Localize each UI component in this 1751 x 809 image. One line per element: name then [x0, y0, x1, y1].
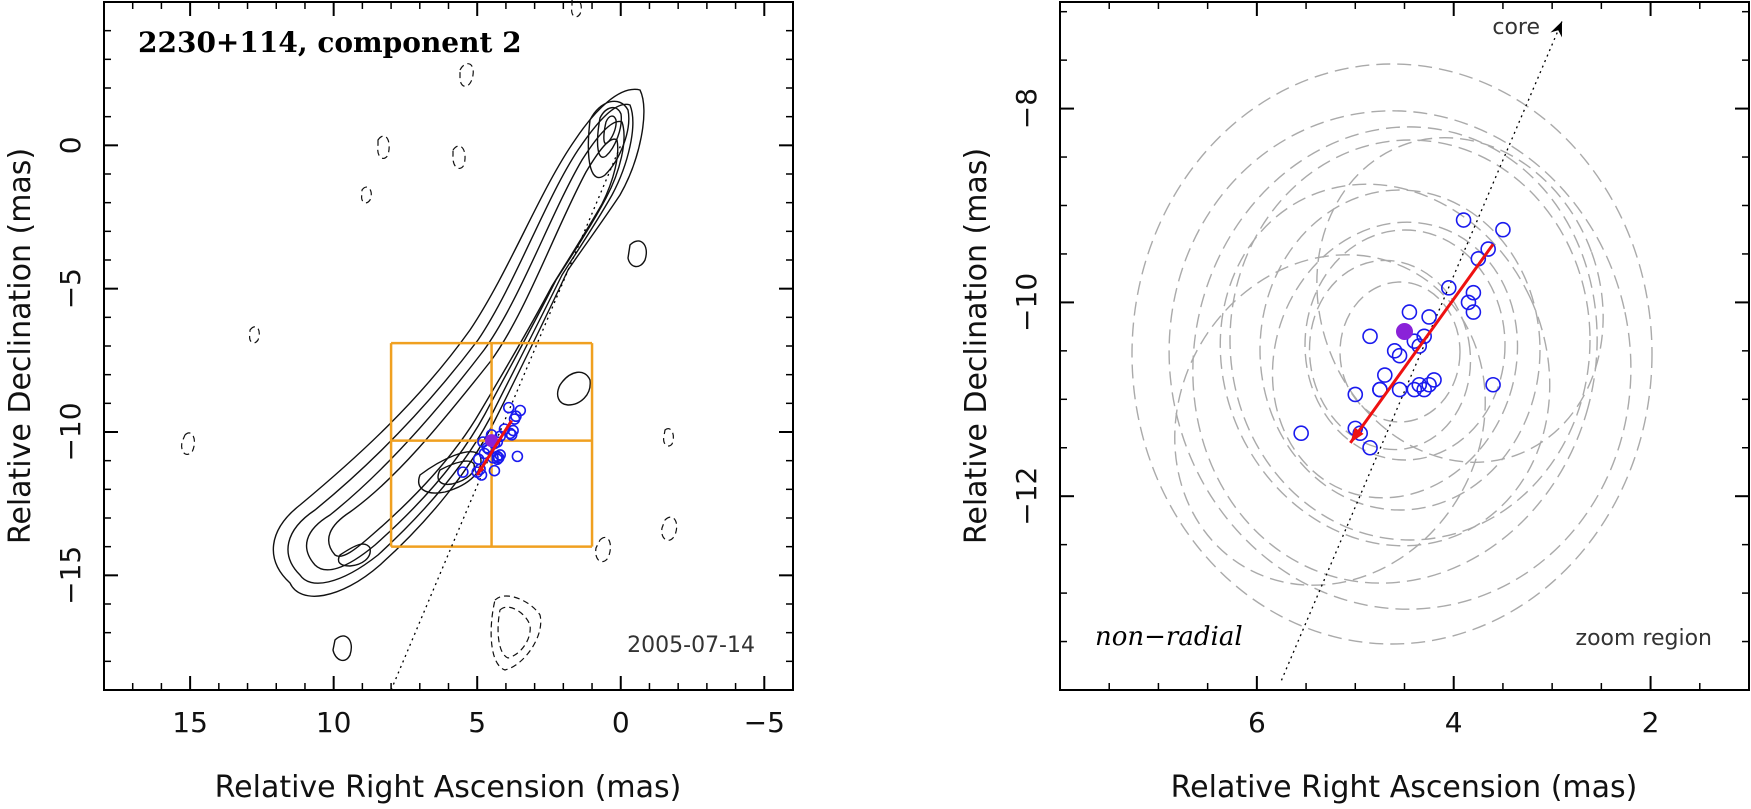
right-y-tick-label: −8 — [1010, 88, 1043, 129]
right-component-point — [1485, 376, 1501, 393]
left-component-point — [514, 404, 527, 417]
zoom-region-label: zoom region — [1576, 626, 1712, 651]
left-motion-vector-line — [475, 419, 513, 476]
right-x-tick-label: 2 — [1642, 706, 1660, 739]
right-component-point — [1411, 376, 1428, 393]
right-core-direction-line — [1280, 21, 1563, 681]
left-x-tick-label: 0 — [612, 706, 630, 739]
right-component-point — [1440, 280, 1457, 296]
right-component-point — [1391, 347, 1408, 364]
right-component-point — [1465, 284, 1482, 301]
right-motion-vector — [1349, 243, 1495, 444]
right-component-point — [1416, 328, 1432, 345]
core-arrow-head — [1550, 21, 1562, 38]
right-x-axis-label: Relative Right Ascension (mas) — [1171, 770, 1638, 805]
right-component-point — [1362, 439, 1378, 456]
left-component-point — [502, 401, 515, 414]
core-label: core — [1492, 15, 1540, 40]
left-component-point — [507, 424, 519, 437]
left-y-ticks: 0 −5 −10 −15 — [54, 29, 793, 663]
left-core-direction-line — [390, 145, 622, 691]
right-component-point — [1377, 367, 1393, 383]
right-y-tick-label: −10 — [1010, 273, 1043, 332]
left-panel: 15 10 5 0 −5 0 −5 −10 −15 2230+114, component 2… — [3, 0, 794, 805]
left-component-point — [511, 450, 524, 463]
right-component-point — [1465, 304, 1482, 320]
right-component-point — [1406, 333, 1423, 349]
right-motion-vector-line — [1349, 243, 1495, 444]
left-y-tick-label: −15 — [54, 546, 87, 605]
left-x-tick-label: 5 — [468, 706, 486, 739]
right-component-point — [1406, 381, 1423, 398]
left-jet-contours — [272, 88, 647, 662]
right-y-axis-label: Relative Declination (mas) — [959, 148, 994, 544]
left-motion-vector — [475, 419, 513, 476]
right-plot-frame — [1059, 1, 1750, 691]
right-component-point — [1455, 212, 1472, 228]
left-component-point — [488, 464, 501, 477]
left-component-point — [457, 466, 469, 478]
left-motion-vector-head — [477, 466, 485, 475]
left-panel-title: 2230+114, component 2 — [138, 26, 522, 59]
right-y-ticks: −8 −10 −12 — [1010, 10, 1749, 691]
right-component-point — [1495, 221, 1511, 238]
left-x-tick-label: 10 — [316, 706, 352, 739]
right-component-point — [1401, 304, 1418, 320]
right-component-point — [1460, 294, 1477, 311]
right-x-tick-label: 6 — [1248, 706, 1266, 739]
right-x-ticks: 6 4 2 — [1108, 2, 1750, 739]
right-component-point — [1362, 328, 1378, 345]
left-x-ticks: 15 10 5 0 −5 — [131, 2, 785, 739]
left-x-axis-label: Relative Right Ascension (mas) — [215, 770, 682, 805]
right-panel: 6 4 2 −8 −10 −12 core non−radial zoom region… — [959, 1, 1750, 805]
right-component-point — [1421, 376, 1437, 393]
right-component-point — [1480, 241, 1496, 257]
left-y-axis-label: Relative Declination (mas) — [3, 148, 38, 544]
left-y-tick-label: −10 — [54, 402, 87, 461]
non-radial-label: non−radial — [1095, 622, 1243, 652]
right-component-point — [1386, 343, 1403, 359]
right-motion-vector-head — [1350, 427, 1364, 443]
right-y-tick-label: −12 — [1010, 467, 1043, 526]
left-negative-contours — [181, 0, 678, 671]
left-date-label: 2005-07-14 — [627, 633, 755, 658]
right-component-point — [1391, 381, 1408, 398]
right-component-point — [1421, 309, 1437, 325]
core-direction-arrow — [1550, 21, 1562, 38]
right-component-point — [1293, 425, 1309, 442]
left-component-point — [494, 449, 506, 461]
right-component-point — [1416, 381, 1432, 398]
right-x-tick-label: 4 — [1445, 706, 1463, 739]
right-component-point — [1426, 372, 1442, 388]
left-component-point — [472, 453, 485, 466]
right-component-point — [1347, 386, 1364, 403]
left-x-tick-label: −5 — [744, 706, 785, 739]
right-component-points — [1293, 212, 1511, 456]
left-x-tick-label: 15 — [172, 706, 208, 739]
left-y-tick-label: −5 — [54, 268, 87, 309]
right-uncertainty-ellipses — [1131, 63, 1653, 645]
right-component-point — [1411, 338, 1428, 354]
left-y-tick-label: 0 — [54, 136, 87, 154]
left-plot-frame — [103, 1, 794, 691]
right-mean-position-point — [1396, 322, 1413, 340]
